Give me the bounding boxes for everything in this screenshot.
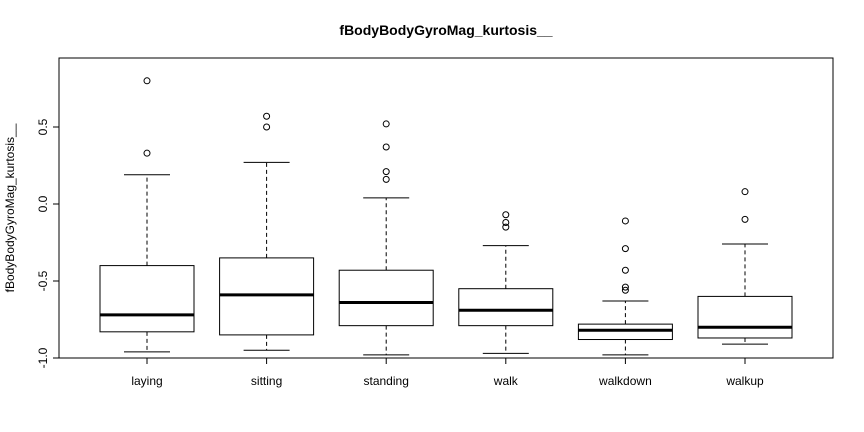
outlier-point [144, 150, 150, 156]
outlier-point [383, 169, 389, 175]
box-walkdown [578, 218, 672, 355]
boxes-group [100, 78, 792, 355]
chart-title: fBodyBodyGyroMag_kurtosis__ [339, 22, 552, 38]
x-axis: laying sitting standing walk walkdown walkup [131, 358, 764, 388]
outlier-point [144, 78, 150, 84]
outlier-point [503, 212, 509, 218]
box-standing [339, 121, 433, 355]
outlier-point [383, 176, 389, 182]
iqr-box [459, 289, 553, 326]
outlier-point [383, 144, 389, 150]
iqr-box [698, 296, 792, 338]
y-tick-label: -0.5 [36, 270, 50, 291]
outlier-point [622, 218, 628, 224]
outlier-point [264, 124, 270, 130]
outlier-point [383, 121, 389, 127]
outlier-point [742, 189, 748, 195]
x-tick-label: standing [364, 374, 409, 388]
y-axis: -1.0 -0.5 0.0 0.5 [36, 118, 59, 368]
outlier-point [622, 267, 628, 273]
y-tick-label: 0.5 [36, 118, 50, 135]
y-axis-title: fBodyBodyGyroMag_kurtosis__ [3, 123, 17, 292]
y-tick-label: 0.0 [36, 195, 50, 212]
box-laying [100, 78, 194, 352]
outlier-point [622, 246, 628, 252]
box-walk [459, 212, 553, 354]
box-sitting [220, 113, 314, 350]
iqr-box [339, 270, 433, 325]
y-tick-label: -1.0 [36, 347, 50, 368]
x-tick-label: walkup [725, 374, 764, 388]
x-tick-label: walkdown [598, 374, 652, 388]
x-tick-label: laying [131, 374, 162, 388]
x-tick-label: sitting [251, 374, 282, 388]
outlier-point [264, 113, 270, 119]
outlier-point [742, 216, 748, 222]
box-walkup [698, 189, 792, 344]
iqr-box [100, 266, 194, 332]
iqr-box [220, 258, 314, 335]
x-tick-label: walk [493, 374, 519, 388]
iqr-box [578, 324, 672, 339]
